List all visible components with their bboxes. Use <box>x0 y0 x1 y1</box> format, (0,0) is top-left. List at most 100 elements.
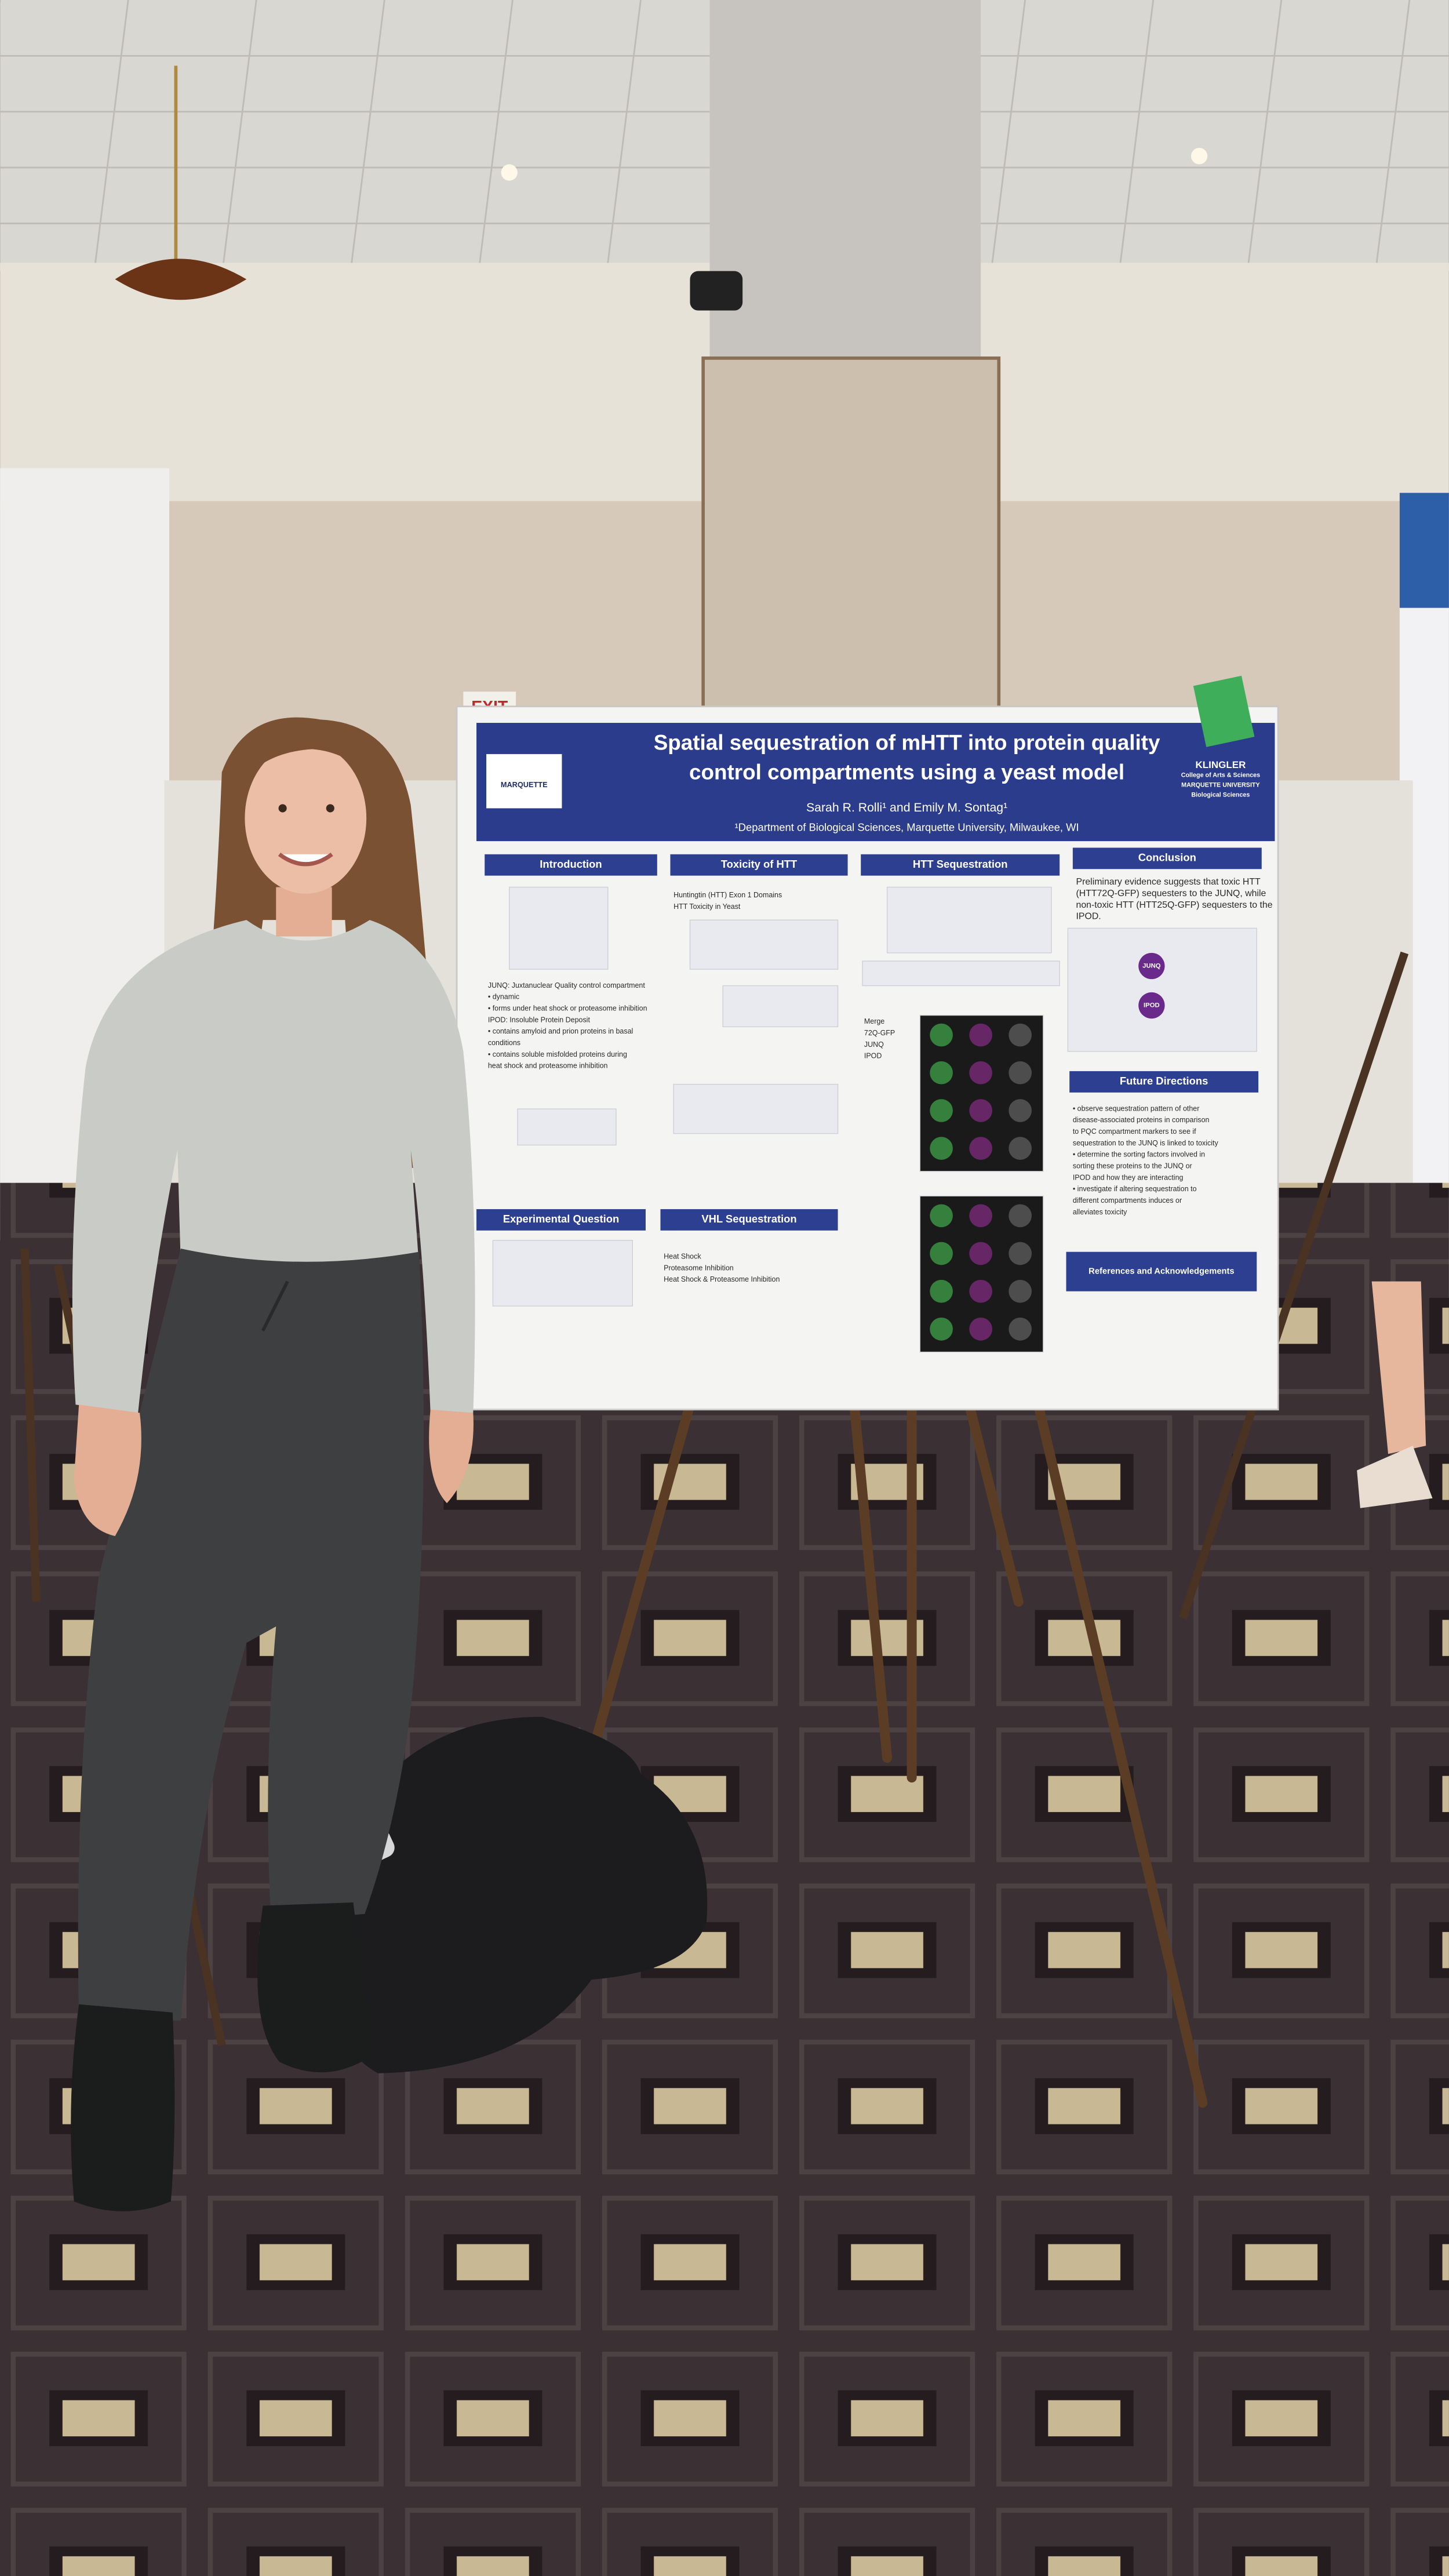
section-text: • contains amyloid and prion proteins in… <box>488 1027 633 1035</box>
section-heading-bg <box>660 1209 838 1231</box>
micrograph-cell <box>930 1137 953 1160</box>
section-text: JUNQ: Juxtanuclear Quality control compa… <box>488 981 645 989</box>
poster-affiliation: ¹Department of Biological Sciences, Marq… <box>735 821 1079 833</box>
face <box>245 743 367 894</box>
micrograph-cell <box>930 1061 953 1085</box>
section-text: different compartments induces or <box>1073 1196 1182 1205</box>
section-heading: Introduction <box>540 858 602 870</box>
compartment-label: JUNQ <box>1142 962 1161 969</box>
micrograph-cell <box>969 1137 992 1160</box>
figure-panel <box>492 1240 633 1307</box>
boot-right <box>257 1902 375 2073</box>
section-text: Heat Shock <box>664 1252 701 1260</box>
micrograph-cell <box>1009 1061 1032 1085</box>
sweater <box>72 920 475 1413</box>
pants <box>78 1248 424 2021</box>
section-text: IPOD: Insoluble Protein Deposit <box>488 1016 591 1024</box>
micrograph-cell <box>1009 1279 1032 1303</box>
drawstring <box>261 1280 289 1331</box>
smile <box>278 852 333 867</box>
neck <box>276 887 332 937</box>
section-heading-bg <box>476 1209 646 1231</box>
ceiling-grid <box>1247 0 1283 263</box>
ceiling-light <box>501 164 518 181</box>
section-text: to PQC compartment markers to see if <box>1073 1127 1196 1136</box>
backpack <box>319 1716 708 2073</box>
section-heading-bg <box>1066 1251 1257 1291</box>
micrograph-cell <box>969 1099 992 1122</box>
micrograph-cell <box>930 1023 953 1047</box>
ceiling-grid <box>991 0 1026 263</box>
micrograph-cell <box>930 1279 953 1303</box>
section-heading: HTT Sequestration <box>913 858 1008 870</box>
easel-leg <box>1179 951 1409 1620</box>
other-visitor-leg <box>1371 1281 1426 1454</box>
micrograph-cell <box>969 1318 992 1341</box>
sticky-note <box>1193 675 1255 747</box>
camera <box>690 271 743 311</box>
section-heading-bg <box>861 854 1060 876</box>
micrograph-cell <box>1009 1023 1032 1047</box>
door-frame <box>701 356 1001 714</box>
logo-right-text: KLINGLER <box>1195 759 1246 770</box>
figure-panel <box>517 1108 617 1146</box>
easel-leg <box>964 1399 1024 1607</box>
micrograph-cell <box>969 1279 992 1303</box>
section-heading: Future Directions <box>1120 1075 1208 1087</box>
figure-panel <box>689 919 839 970</box>
section-text: (HTT72Q-GFP) sequesters to the JUNQ, whi… <box>1076 889 1266 898</box>
eye <box>278 804 287 813</box>
section-text: Preliminary evidence suggests that toxic… <box>1076 877 1261 887</box>
section-text: • dynamic <box>488 993 519 1001</box>
section-text: • observe sequestration pattern of other <box>1073 1104 1200 1112</box>
section-text: IPOD and how they are interacting <box>1073 1173 1184 1181</box>
compartment-marker <box>1138 952 1165 980</box>
micrograph-cell <box>930 1318 953 1341</box>
section-heading: Conclusion <box>1138 852 1196 864</box>
hand-right <box>429 1409 474 1504</box>
ceiling-light <box>1190 148 1208 165</box>
ceiling-grid <box>1375 0 1411 263</box>
other-visitor-shoe <box>1357 1446 1433 1508</box>
section-heading: Toxicity of HTT <box>721 858 798 870</box>
compartment-label: IPOD <box>1144 1002 1160 1009</box>
section-text: alleviates toxicity <box>1073 1208 1127 1216</box>
section-text: disease-associated proteins in compariso… <box>1073 1116 1210 1124</box>
logo-left-text: MARQUETTE <box>501 780 548 789</box>
ceiling-grid <box>479 0 514 263</box>
micrograph-cell <box>1009 1204 1032 1228</box>
section-text: IPOD <box>864 1052 882 1060</box>
easel-leg <box>849 1399 893 1763</box>
micrograph-cell <box>1009 1099 1032 1122</box>
micrograph-cell <box>930 1242 953 1265</box>
poster-title: Spatial sequestration of mHTT into prote… <box>654 731 1160 755</box>
section-text: • determine the sorting factors involved… <box>1073 1151 1205 1159</box>
micrograph-cell <box>930 1204 953 1228</box>
right-board-header <box>1399 493 1449 608</box>
pendant-lamp <box>115 259 247 300</box>
figure-panel <box>673 1083 839 1134</box>
section-text: sorting these proteins to the JUNQ or <box>1073 1162 1192 1170</box>
section-text: • investigate if altering sequestration … <box>1073 1185 1197 1193</box>
logo-right-text: Biological Sciences <box>1191 792 1250 799</box>
figure-panel <box>886 886 1052 954</box>
poster-title: control compartments using a yeast model <box>689 761 1124 784</box>
micrograph-cell <box>930 1099 953 1122</box>
section-heading-bg <box>485 854 657 876</box>
section-text: • contains soluble misfolded proteins du… <box>488 1050 627 1058</box>
eye <box>326 804 334 813</box>
figure-panel <box>862 960 1060 987</box>
logo-left <box>486 754 562 809</box>
micrograph-cell <box>969 1023 992 1047</box>
poster-authors: Sarah R. Rolli¹ and Emily M. Sontag¹ <box>806 801 1007 814</box>
section-text: Merge <box>864 1017 884 1025</box>
section-heading: VHL Sequestration <box>701 1213 796 1225</box>
easel-leg <box>1033 1399 1208 2108</box>
section-text: HTT Toxicity in Yeast <box>673 903 741 911</box>
ceiling-grid <box>1119 0 1155 263</box>
easel-leg <box>20 1248 41 1602</box>
micrograph-cell <box>969 1204 992 1228</box>
micrograph-cell <box>1009 1242 1032 1265</box>
